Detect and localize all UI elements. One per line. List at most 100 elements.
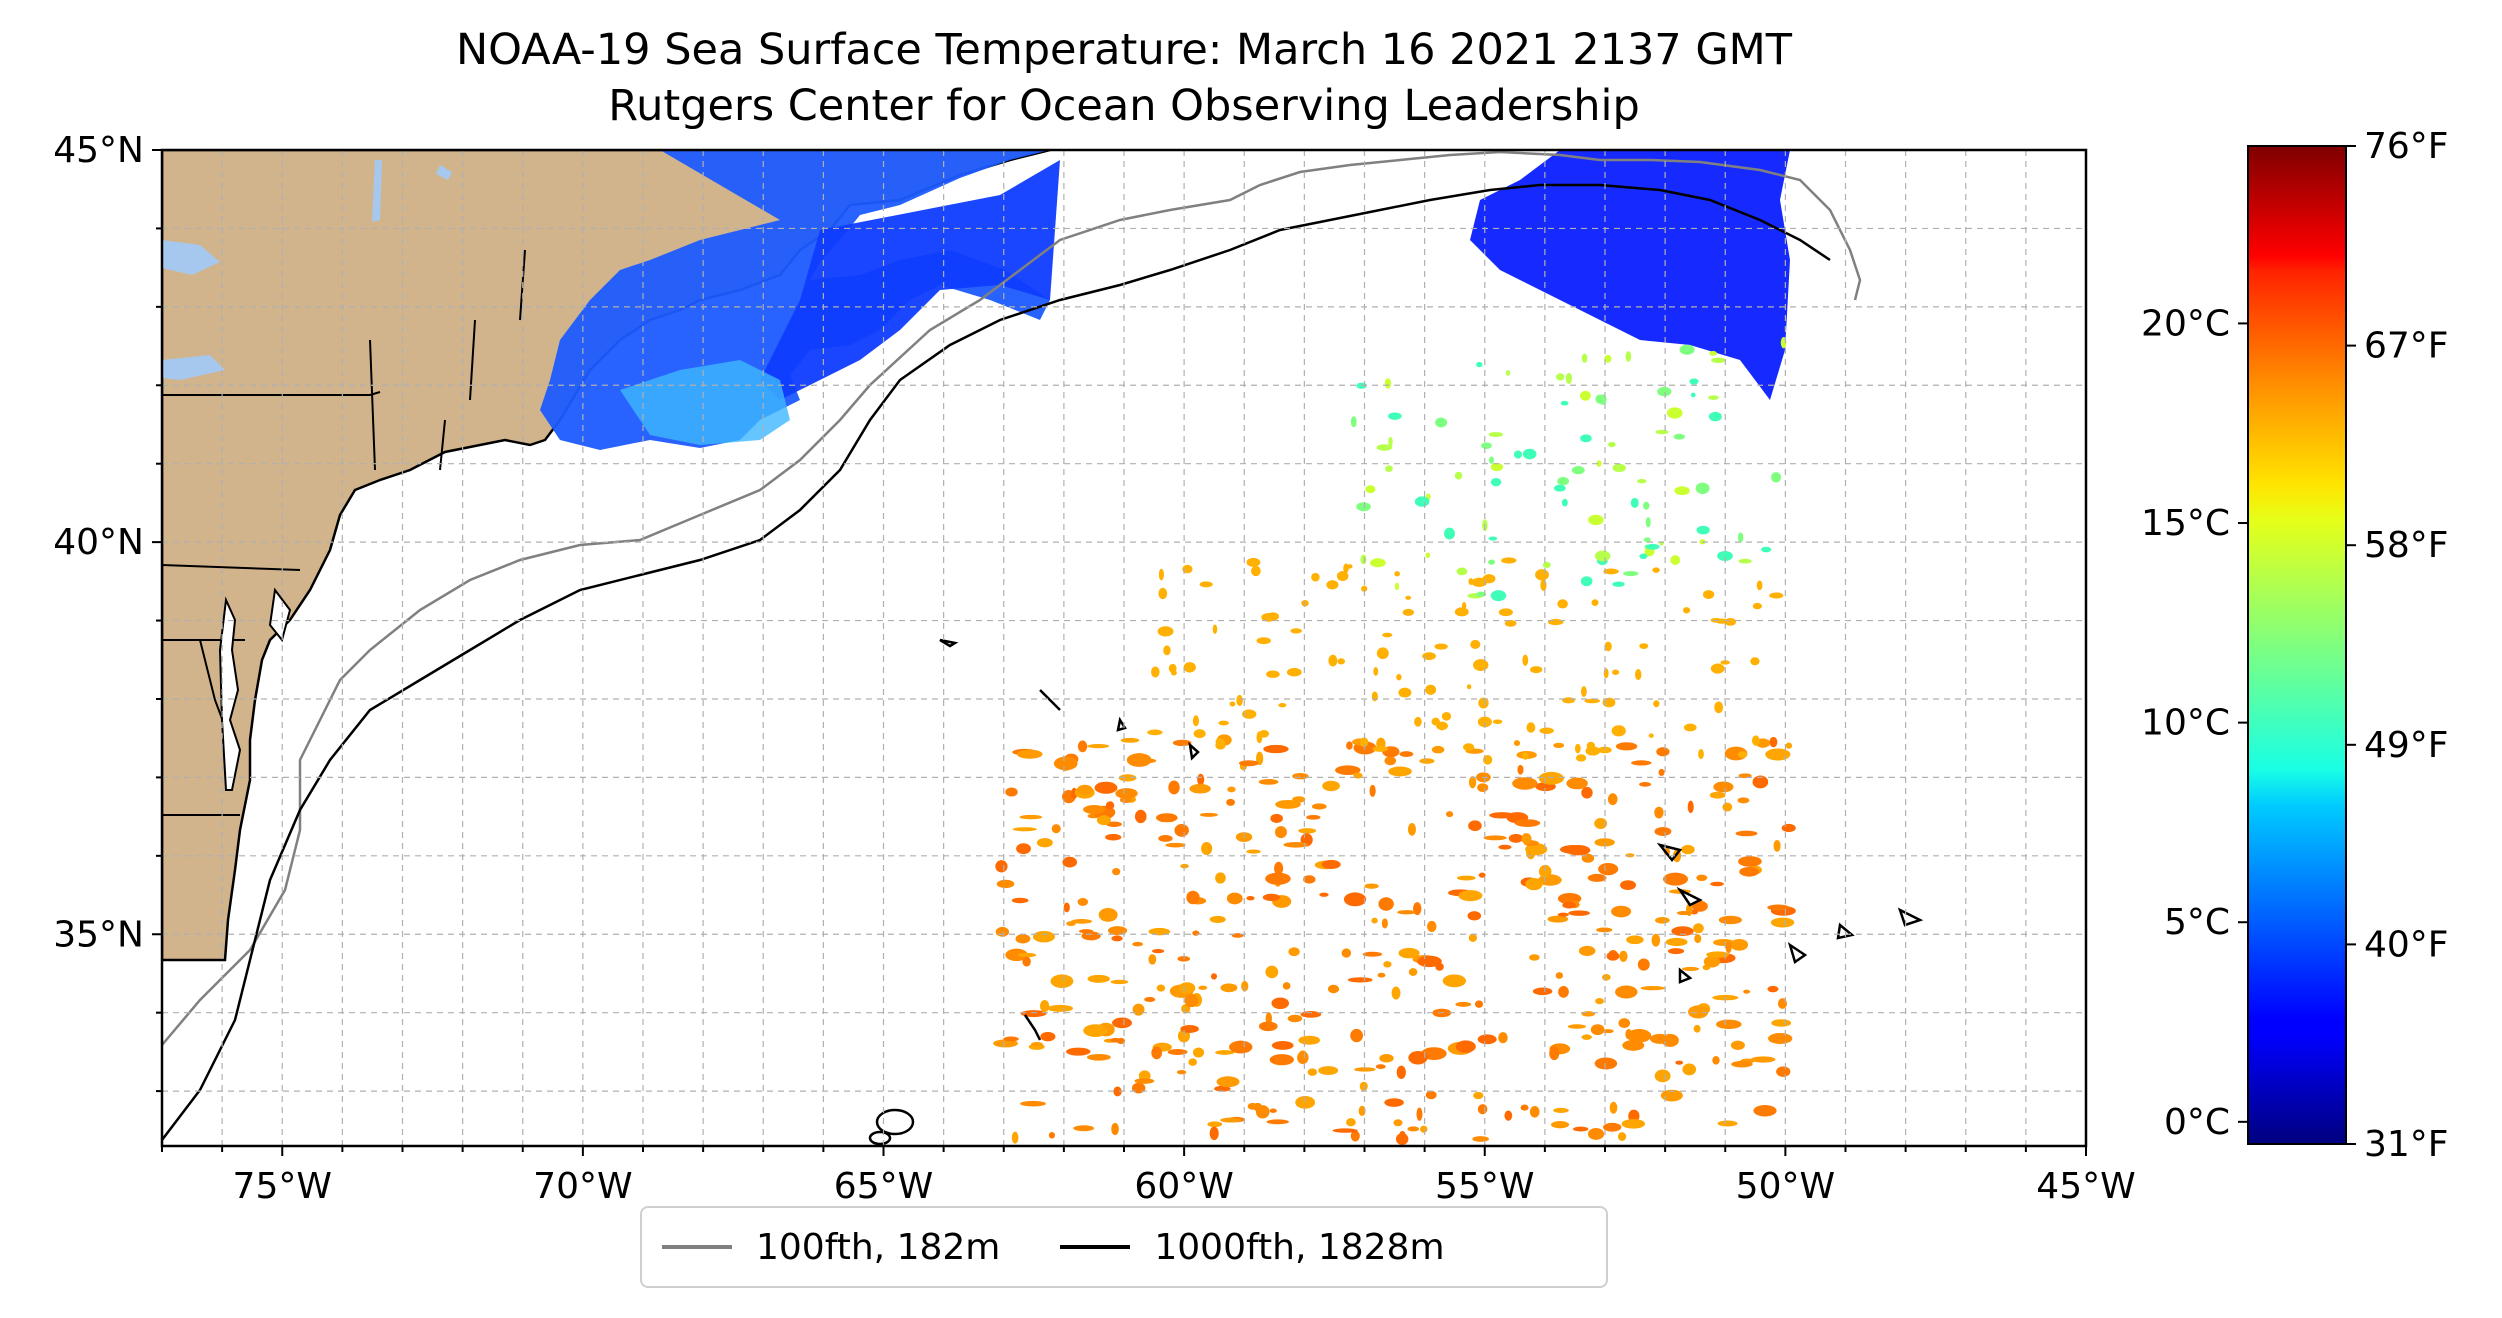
- sst-green-patch: [1645, 517, 1651, 528]
- sst-green-patch: [1581, 353, 1588, 363]
- sst-warm-patch: [1522, 752, 1529, 760]
- sst-warm-patch: [1458, 890, 1483, 902]
- sst-warm-patch: [1157, 626, 1174, 637]
- sst-warm-patch: [1253, 1102, 1263, 1112]
- sst-green-patch: [1630, 497, 1639, 508]
- sst-warm-patch: [1467, 911, 1482, 921]
- x-tick-label: 70°W: [533, 1166, 632, 1207]
- sst-warm-patch: [1132, 1003, 1145, 1016]
- sst-green-patch: [1771, 472, 1782, 483]
- sst-warm-patch: [1077, 784, 1093, 795]
- sst-warm-patch: [1165, 842, 1186, 848]
- sst-warm-patch: [1036, 838, 1053, 848]
- sst-warm-patch: [1144, 996, 1156, 1003]
- sst-warm-patch: [1327, 984, 1340, 994]
- sst-warm-patch: [1714, 701, 1724, 714]
- sst-warm-patch: [1364, 883, 1379, 889]
- sst-warm-patch: [1108, 926, 1128, 936]
- sst-warm-patch: [1215, 1050, 1235, 1055]
- sst-warm-patch: [1665, 937, 1688, 947]
- sst-warm-patch: [1625, 1029, 1633, 1040]
- sst-warm-patch: [996, 879, 1015, 889]
- sst-warm-patch: [1785, 742, 1793, 749]
- sst-warm-patch: [1326, 580, 1339, 590]
- sst-green-patch: [1490, 478, 1502, 487]
- sst-warm-patch: [1105, 833, 1122, 841]
- sst-green-patch: [1356, 502, 1371, 512]
- sst-warm-patch: [1594, 1057, 1618, 1070]
- sst-green-patch: [1480, 442, 1492, 449]
- sst-warm-patch: [1288, 947, 1300, 957]
- sst-warm-patch: [1466, 684, 1472, 690]
- sst-warm-patch: [1547, 618, 1564, 626]
- sst-warm-patch: [1640, 985, 1665, 991]
- sst-warm-patch: [1594, 838, 1615, 847]
- sst-green-patch: [1673, 433, 1685, 440]
- sst-warm-patch: [1319, 892, 1329, 897]
- sst-warm-patch: [1773, 839, 1781, 852]
- sst-warm-patch: [1282, 982, 1291, 990]
- sst-warm-patch: [1694, 934, 1702, 944]
- sst-warm-patch: [1012, 827, 1037, 832]
- sst-warm-patch: [1455, 1001, 1472, 1007]
- lake-champlain: [372, 160, 382, 222]
- sst-warm-patch: [1765, 748, 1791, 761]
- sst-warm-patch: [1020, 1010, 1047, 1018]
- sst-warm-patch: [1399, 751, 1414, 757]
- sst-warm-patch: [1621, 1119, 1646, 1129]
- sst-warm-patch: [1572, 1126, 1589, 1132]
- sst-warm-patch: [1214, 1085, 1231, 1092]
- sst-warm-patch: [1663, 872, 1688, 886]
- sst-warm-patch: [1637, 958, 1650, 971]
- sst-warm-patch: [1667, 948, 1685, 955]
- sst-swath-cyan-patch: [620, 360, 790, 445]
- sst-warm-patch: [1242, 709, 1257, 719]
- sst-warm-patch: [1266, 670, 1280, 678]
- colorbar-fahrenheit-axis: 31°F 40°F 49°F 58°F 67°F 76°F: [2346, 126, 2449, 1165]
- sst-warm-patch: [1011, 1131, 1019, 1144]
- sst-warm-patch: [1361, 585, 1368, 592]
- sst-warm-patch: [1482, 574, 1496, 584]
- sst-warm-patch: [1737, 797, 1750, 804]
- sst-green-patch: [1696, 525, 1710, 535]
- sst-green-patch: [1488, 456, 1495, 464]
- legend: 100fth, 182m 1000fth, 1828m: [640, 1206, 1608, 1288]
- x-axis: 75°W 70°W 65°W 60°W 55°W 50°W 45°W: [161, 1146, 2136, 1207]
- y-axis: 45°N 40°N 35°N: [53, 130, 162, 1093]
- sst-warm-patch: [1167, 1049, 1188, 1056]
- cb-c-label: 5°C: [2164, 902, 2230, 943]
- sst-warm-patch: [1594, 818, 1608, 830]
- sst-warm-patch: [1706, 951, 1730, 958]
- sst-warm-patch: [1612, 669, 1620, 675]
- sst-green-patch: [1454, 471, 1463, 480]
- sst-green-patch: [1490, 590, 1507, 602]
- sst-warm-patch: [1287, 1014, 1303, 1023]
- sst-warm-patch: [1212, 624, 1218, 634]
- sst-warm-patch: [1639, 643, 1649, 649]
- chesapeake-bay: [218, 596, 242, 791]
- sst-green-patch: [1557, 476, 1570, 486]
- sst-warm-patch: [1585, 746, 1601, 756]
- sst-warm-patch: [1178, 982, 1196, 994]
- sst-warm-patch: [1398, 947, 1420, 959]
- sst-warm-patch: [1421, 1047, 1447, 1060]
- sst-green-patches: [1350, 337, 1787, 602]
- sst-warm-patch: [1538, 771, 1564, 785]
- sst-warm-patch: [1397, 910, 1416, 915]
- sst-warm-patch: [1431, 745, 1445, 754]
- sst-warm-patch: [1210, 973, 1218, 980]
- sst-warm-patch: [1110, 979, 1129, 985]
- sst-warm-patch: [995, 926, 1010, 937]
- sst-warm-patch: [1258, 1021, 1278, 1032]
- lake-2: [162, 355, 225, 380]
- sst-warm-patch: [1535, 569, 1549, 581]
- sst-warm-patch: [1683, 607, 1691, 614]
- sst-warm-patch: [1603, 568, 1619, 575]
- sst-warm-patch: [1722, 802, 1733, 812]
- sst-warm-patch: [1473, 659, 1489, 671]
- sst-warm-patch: [1278, 702, 1287, 708]
- sst-warm-patch: [1715, 1019, 1742, 1030]
- sst-warm-patch: [1395, 1133, 1409, 1146]
- sst-warm-patch: [1271, 997, 1290, 1010]
- sst-warm-patch: [1106, 821, 1122, 827]
